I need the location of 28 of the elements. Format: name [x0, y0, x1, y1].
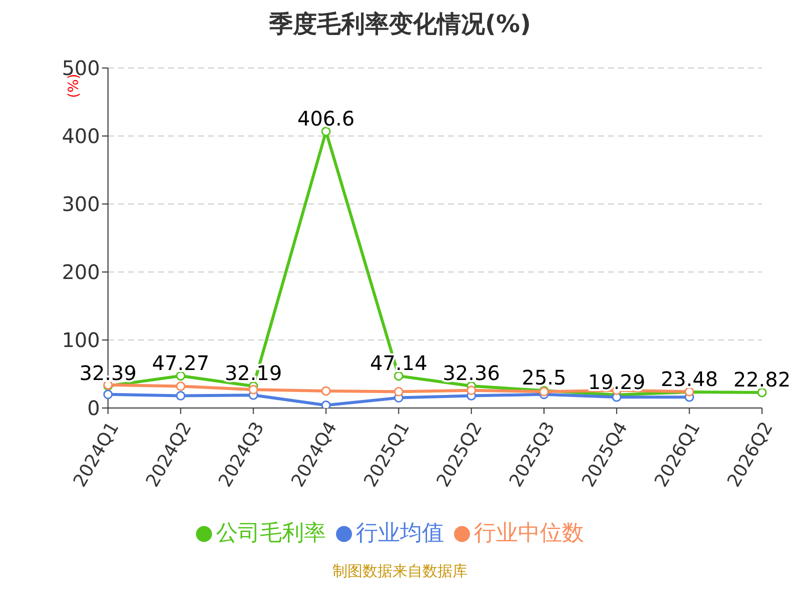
- text: 制图数据来自数据库: [332, 562, 468, 581]
- point: [394, 386, 404, 396]
- point: [466, 386, 476, 396]
- y-tick-label: 0: [87, 396, 100, 420]
- point: [248, 384, 258, 394]
- point: [321, 386, 331, 396]
- point: [321, 126, 331, 136]
- legend-label: 行业中位数: [474, 521, 584, 546]
- data-label: 23.48: [660, 367, 718, 392]
- y-tick-label: 300: [62, 192, 100, 216]
- point: [103, 390, 113, 400]
- data-label: 32.36: [442, 360, 500, 385]
- data-label: 19.29: [588, 370, 646, 394]
- point: [757, 388, 767, 398]
- data-label: 22.82: [733, 367, 791, 392]
- chart-title: 季度毛利率变化情况(%): [268, 9, 532, 40]
- legend-label: 公司毛利率: [216, 521, 326, 546]
- data-label: 25.5: [522, 366, 566, 390]
- y-tick-label: 200: [62, 260, 100, 284]
- point: [176, 371, 186, 381]
- data-label: 47.27: [152, 350, 210, 375]
- y-tick-label: 100: [62, 328, 100, 352]
- y-tick-label: 400: [62, 124, 100, 148]
- legend-label: 行业均值: [356, 521, 444, 546]
- data-label: 406.6: [297, 106, 355, 131]
- point: [176, 391, 186, 401]
- point: [176, 381, 186, 391]
- point: [321, 400, 331, 408]
